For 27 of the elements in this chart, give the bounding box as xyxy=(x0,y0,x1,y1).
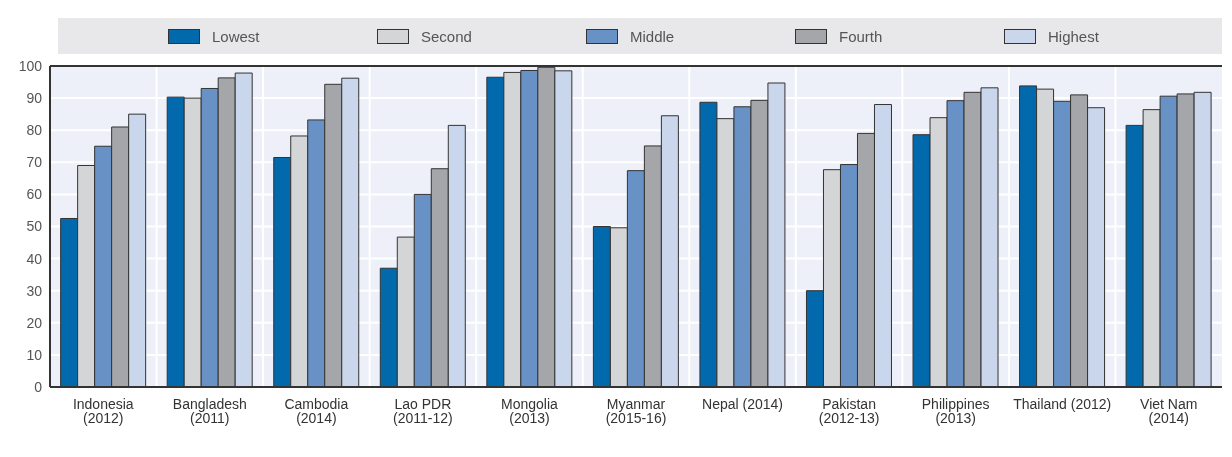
y-tick-label: 60 xyxy=(26,186,43,203)
legend-label: Middle xyxy=(630,27,675,45)
y-tick-label: 50 xyxy=(26,218,43,235)
x-tick-label: Nepal (2014) xyxy=(702,395,784,412)
x-tick-label: Indonesia (2012) xyxy=(72,395,134,426)
x-tick-label: Mongolia (2013) xyxy=(501,395,559,426)
legend-label: Lowest xyxy=(212,27,260,45)
x-tick-label: Cambodia (2014) xyxy=(284,395,349,426)
x-tick-label: Thailand (2012) xyxy=(1013,395,1112,412)
y-tick-label: 90 xyxy=(26,90,43,107)
y-tick-label: 30 xyxy=(26,282,43,299)
y-tick-label: 80 xyxy=(26,122,43,139)
x-tick-label: Lao PDR (2011-12) xyxy=(393,395,453,426)
x-tick-label: Bangladesh (2011) xyxy=(172,395,247,426)
legend-label: Fourth xyxy=(839,27,883,45)
y-tick-label: 100 xyxy=(18,57,43,74)
x-tick-label: Viet Nam (2014) xyxy=(1140,395,1198,426)
x-tick-label: Myanmar (2015-16) xyxy=(605,395,667,426)
y-tick-label: 40 xyxy=(26,250,43,267)
x-tick-label: Pakistan (2012-13) xyxy=(818,395,880,426)
y-tick-label: 20 xyxy=(26,314,43,331)
legend-label: Second xyxy=(421,27,472,45)
x-tick-label: Philippines (2013) xyxy=(921,395,990,426)
legend-label: Highest xyxy=(1048,27,1099,45)
y-tick-label: 0 xyxy=(34,378,43,395)
y-tick-label: 70 xyxy=(26,154,43,171)
y-tick-label: 10 xyxy=(26,346,43,363)
